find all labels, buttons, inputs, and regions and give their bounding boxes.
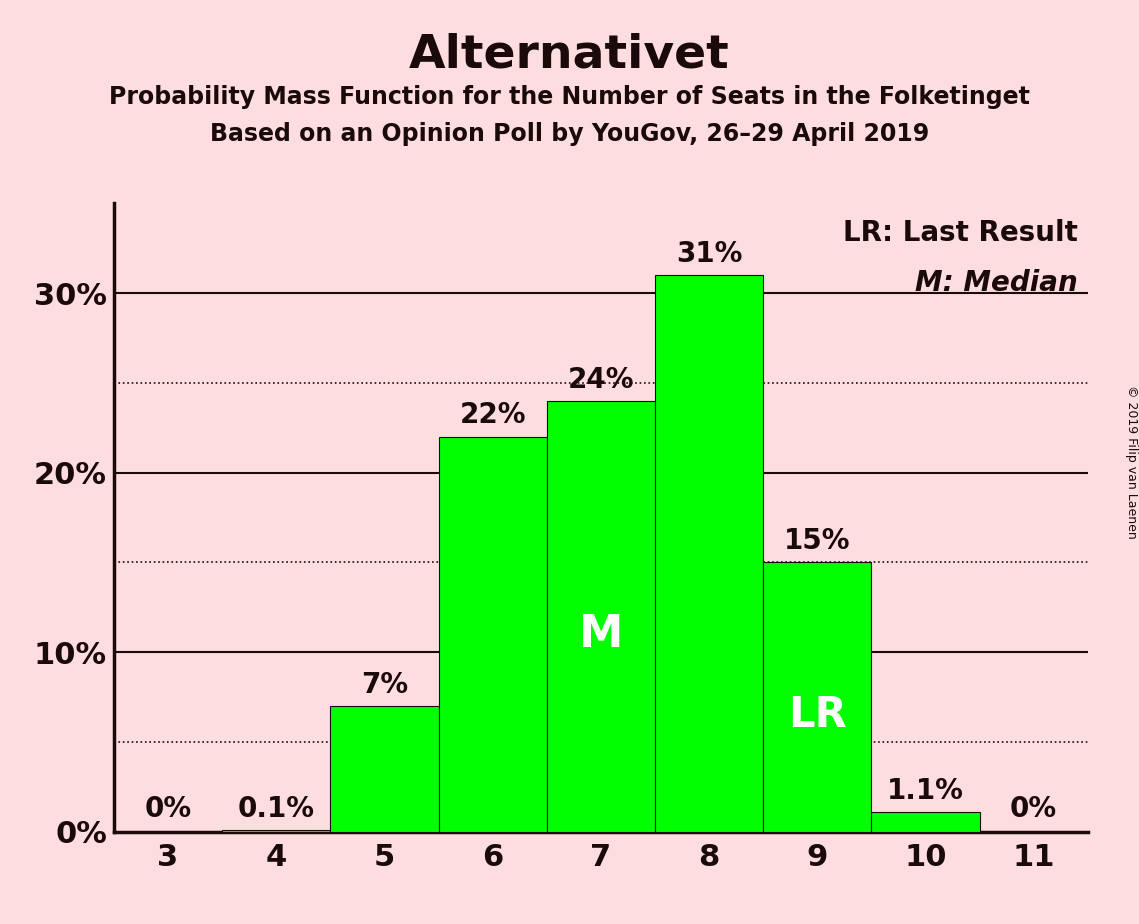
Bar	[763, 563, 871, 832]
Text: 0%: 0%	[1010, 795, 1057, 822]
Bar	[222, 830, 330, 832]
Bar	[330, 706, 439, 832]
Text: M: M	[579, 613, 623, 656]
Text: M: Median: M: Median	[916, 269, 1077, 298]
Bar	[871, 812, 980, 832]
Text: LR: Last Result: LR: Last Result	[843, 219, 1077, 247]
Text: 0%: 0%	[145, 795, 191, 822]
Bar	[439, 437, 547, 832]
Text: 1.1%: 1.1%	[887, 777, 964, 805]
Text: Probability Mass Function for the Number of Seats in the Folketinget: Probability Mass Function for the Number…	[109, 85, 1030, 109]
Text: 31%: 31%	[675, 240, 743, 268]
Bar	[547, 401, 655, 832]
Bar	[655, 275, 763, 832]
Text: Based on an Opinion Poll by YouGov, 26–29 April 2019: Based on an Opinion Poll by YouGov, 26–2…	[210, 122, 929, 146]
Text: 15%: 15%	[784, 527, 851, 555]
Text: 0.1%: 0.1%	[238, 795, 314, 822]
Text: 7%: 7%	[361, 671, 408, 699]
Text: Alternativet: Alternativet	[409, 32, 730, 78]
Text: 24%: 24%	[567, 366, 634, 394]
Text: © 2019 Filip van Laenen: © 2019 Filip van Laenen	[1124, 385, 1138, 539]
Text: LR: LR	[788, 694, 846, 736]
Text: 22%: 22%	[459, 401, 526, 430]
